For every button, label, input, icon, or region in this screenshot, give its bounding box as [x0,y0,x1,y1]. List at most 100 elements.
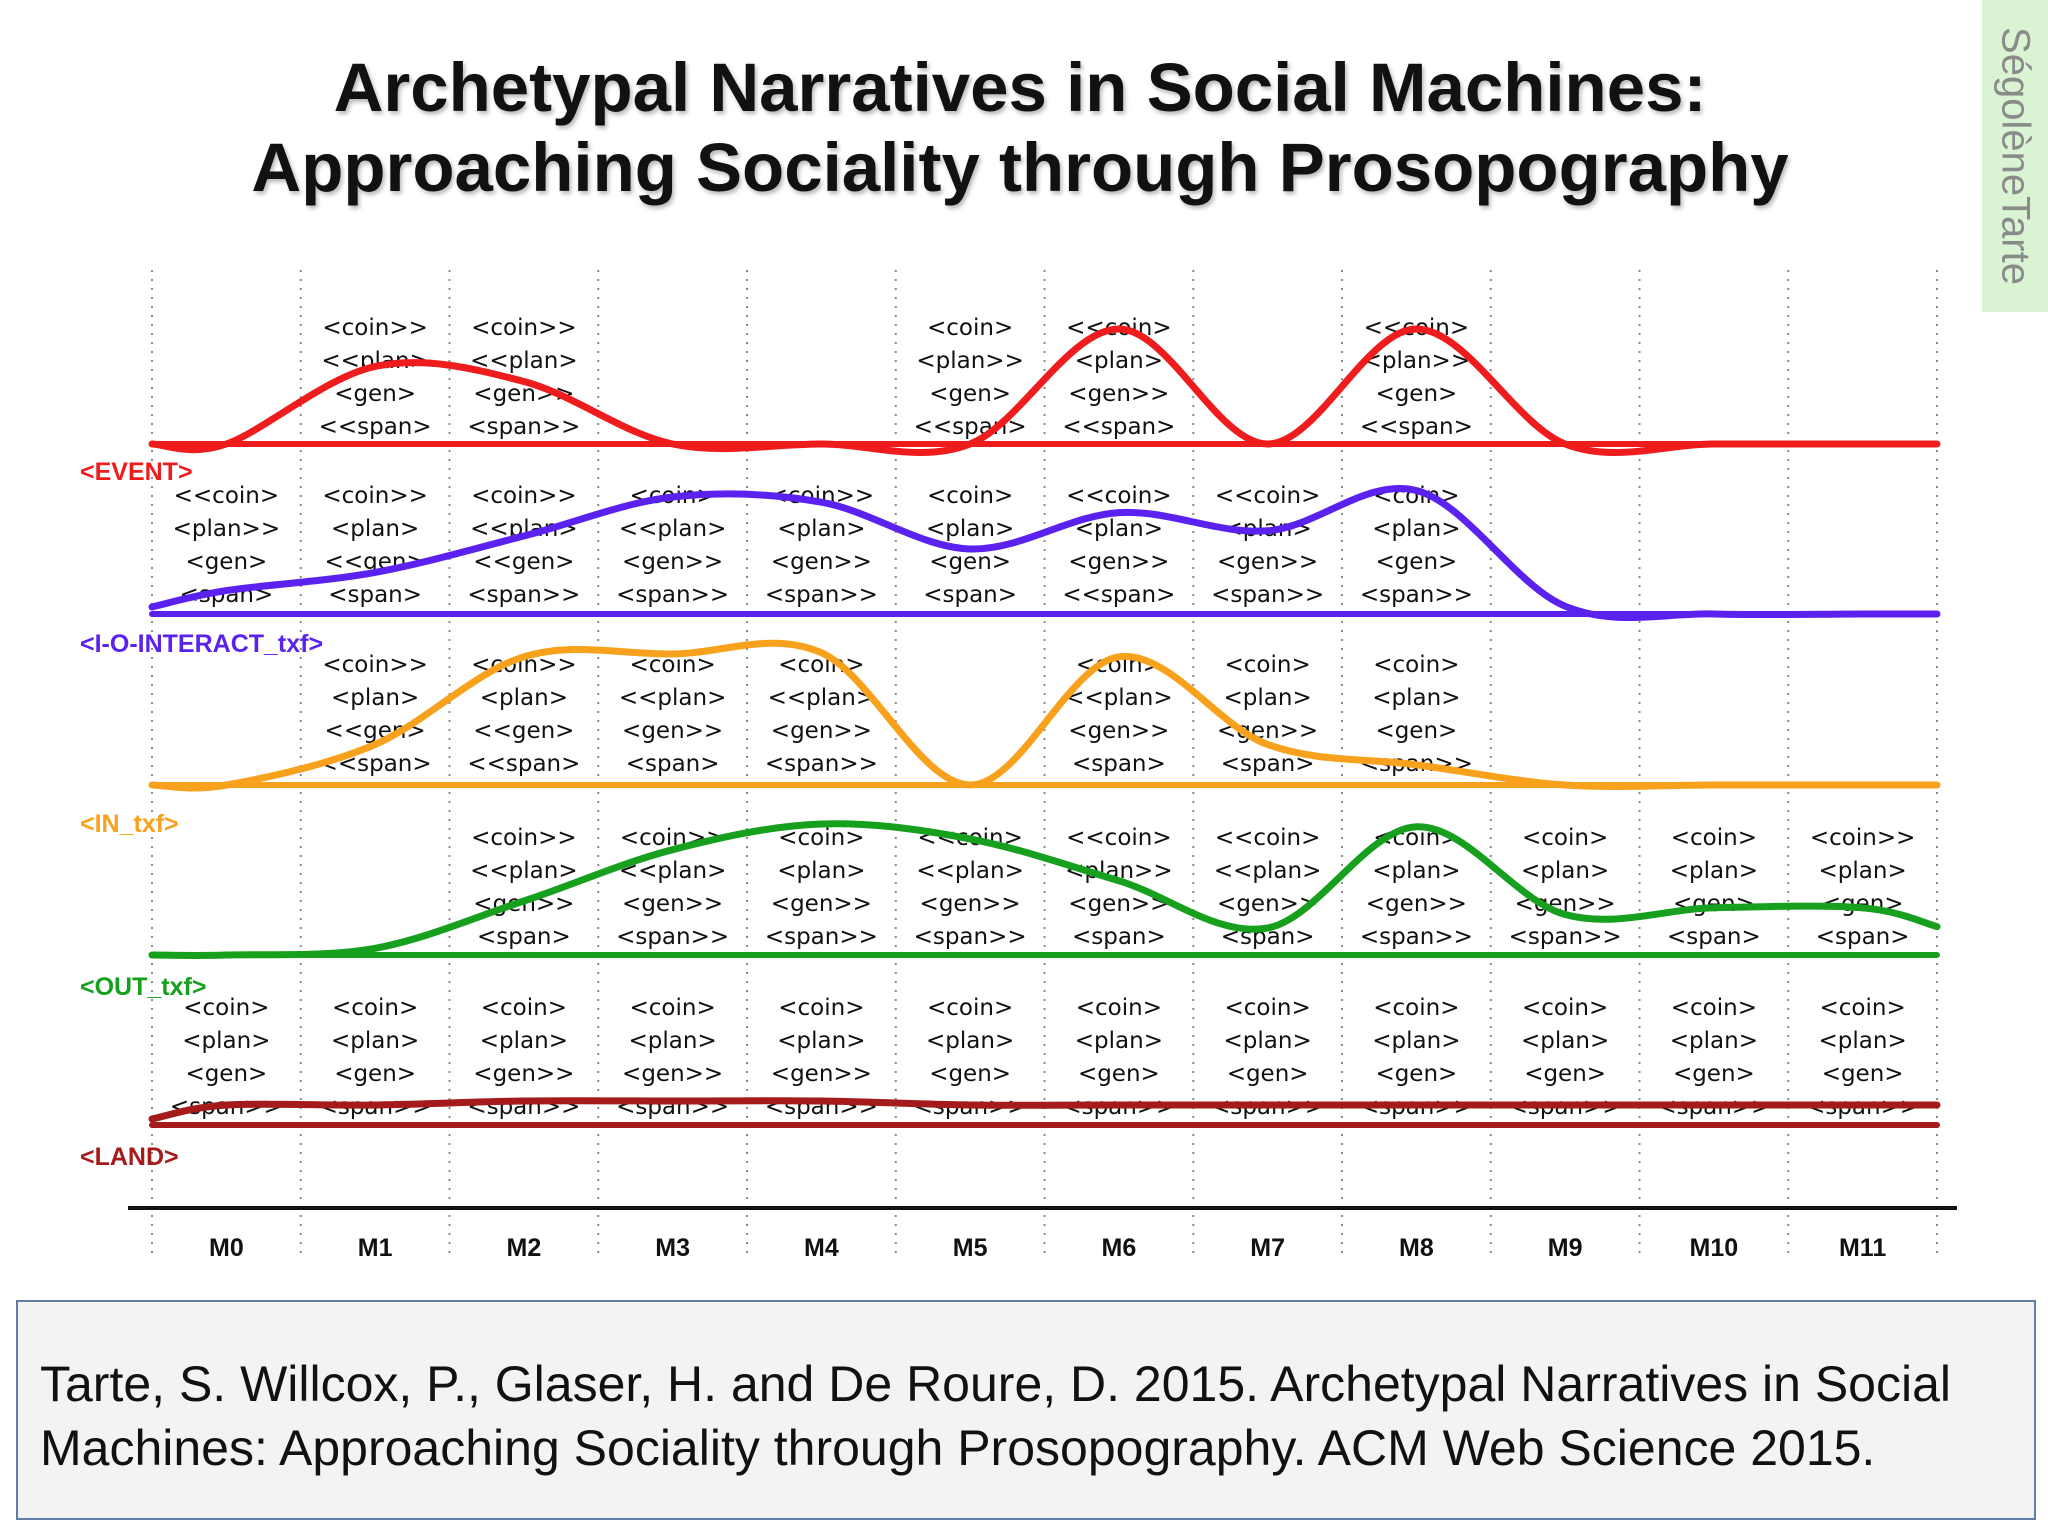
note-i-o-interact-txf-m0: <<coin> [174,483,280,509]
note-land-m8: <plan> [1372,1028,1460,1054]
note-land-m0: <gen> [185,1061,267,1087]
series-label-out-txf: <OUT_txf> [80,973,206,1001]
note-i-o-interact-txf-m2: <span>> [467,582,580,608]
author-tab: SégolèneTarte [1982,0,2048,312]
note-land-m7: <gen> [1227,1061,1309,1087]
series-line-event [148,325,1941,456]
note-land-m6: <plan> [1075,1028,1163,1054]
note-land-m4: <coin> [778,995,864,1021]
note-event-m2: <coin>> [471,315,577,341]
note-event-m5: <plan>> [916,348,1023,374]
note-event-m1: <gen> [334,381,416,407]
note-land-m6: <coin> [1076,995,1162,1021]
note-in-txf-m7: <coin> [1225,652,1311,678]
note-out-txf-m8: <plan> [1372,858,1460,884]
note-land-m11: <plan> [1819,1028,1907,1054]
note-in-txf-m4: <gen>> [771,718,872,744]
note-in-txf-m6: <gen>> [1068,718,1169,744]
note-in-txf-m6: <span> [1072,751,1166,777]
note-i-o-interact-txf-m8: <span>> [1360,582,1473,608]
x-tick-label: M7 [1250,1234,1285,1262]
note-i-o-interact-txf-m1: <plan> [331,516,419,542]
title-line-1: Archetypal Narratives in Social Machines… [333,49,1707,126]
note-land-m11: <coin> [1820,995,1906,1021]
note-land-m7: <plan> [1224,1028,1312,1054]
series-line-land [148,1097,1941,1123]
note-out-txf-m7: <<plan> [1214,858,1321,884]
note-in-txf-m1: <<span> [319,751,432,777]
series-label-i-o-interact-txf: <I-O-INTERACT_txf> [80,630,323,658]
slide-title: Archetypal Narratives in Social Machines… [130,48,1910,208]
note-event-m5: <gen> [929,381,1011,407]
note-out-txf-m8: <gen>> [1366,891,1467,917]
note-in-txf-m8: <gen> [1375,718,1457,744]
note-in-txf-m8: <plan> [1372,685,1460,711]
series-line-i-o-interact-txf [148,485,1941,621]
note-out-txf-m6: <<coin> [1066,825,1172,851]
note-event-m1: <coin>> [322,315,428,341]
note-land-m8: <coin> [1373,995,1459,1021]
note-out-txf-m10: <plan> [1670,858,1758,884]
note-event-m8: <<span> [1360,414,1473,440]
note-out-txf-m2: <coin>> [471,825,577,851]
note-land-m4: <plan> [777,1028,865,1054]
note-out-txf-m8: <span>> [1360,924,1473,950]
note-land-m8: <gen> [1375,1061,1457,1087]
note-out-txf-m4: <gen>> [771,891,872,917]
note-i-o-interact-txf-m0: <gen> [185,549,267,575]
note-event-m6: <gen>> [1068,381,1169,407]
note-out-txf-m10: <coin> [1671,825,1757,851]
note-land-m0: <plan> [182,1028,270,1054]
note-out-txf-m4: <plan> [777,858,865,884]
note-out-txf-m7: <<coin> [1215,825,1321,851]
note-out-txf-m10: <span> [1667,924,1761,950]
note-i-o-interact-txf-m7: <<coin> [1215,483,1321,509]
citation-line-1: Tarte, S. Willcox, P., Glaser, H. and De… [40,1356,1952,1412]
series-line-in-txf [148,639,1941,792]
note-in-txf-m4: <<plan> [768,685,875,711]
note-out-txf-m3: <gen>> [622,891,723,917]
note-i-o-interact-txf-m2: <coin>> [471,483,577,509]
note-land-m2: <plan> [480,1028,568,1054]
note-i-o-interact-txf-m3: <<plan> [619,516,726,542]
note-in-txf-m4: <span>> [765,751,878,777]
prosopography-chart: M0 M1 M2 M3 M4 M5 M6 M7 M8 M9 M10 M11 <coin>> <<plan>… [80,270,1957,1262]
note-event-m6: <<span> [1062,414,1175,440]
x-tick-label: M8 [1399,1234,1434,1262]
note-event-m8: <gen> [1375,381,1457,407]
note-i-o-interact-txf-m3: <span>> [616,582,729,608]
note-i-o-interact-txf-m6: <gen>> [1068,549,1169,575]
citation-box: Tarte, S. Willcox, P., Glaser, H. and De… [16,1300,2036,1520]
note-i-o-interact-txf-m0: <plan>> [173,516,280,542]
note-out-txf-m5: <gen>> [920,891,1021,917]
note-i-o-interact-txf-m7: <span>> [1211,582,1324,608]
note-in-txf-m2: <plan> [480,685,568,711]
note-i-o-interact-txf-m2: <<gen> [473,549,574,575]
x-tick-label: M1 [358,1234,393,1262]
note-i-o-interact-txf-m6: <<span> [1062,582,1175,608]
x-tick-label: M2 [507,1234,542,1262]
note-land-m10: <gen> [1673,1061,1755,1087]
note-in-txf-m6: <<plan> [1065,685,1172,711]
note-i-o-interact-txf-m5: <span> [923,582,1017,608]
note-out-txf-m9: <span>> [1509,924,1622,950]
note-i-o-interact-txf-m5: <plan> [926,516,1014,542]
note-land-m10: <plan> [1670,1028,1758,1054]
citation-text: Tarte, S. Willcox, P., Glaser, H. and De… [40,1352,2030,1480]
note-land-m3: <plan> [629,1028,717,1054]
note-land-m11: <gen> [1822,1061,1904,1087]
note-in-txf-m2: <<gen> [473,718,574,744]
note-land-m7: <coin> [1225,995,1311,1021]
note-in-txf-m3: <gen>> [622,718,723,744]
note-out-txf-m11: <span> [1816,924,1910,950]
note-i-o-interact-txf-m5: <coin> [927,483,1013,509]
note-out-txf-m11: <plan> [1819,858,1907,884]
note-land-m5: <coin> [927,995,1013,1021]
note-i-o-interact-txf-m8: <gen> [1375,549,1457,575]
note-land-m5: <plan> [926,1028,1014,1054]
x-tick-label: M10 [1690,1234,1739,1262]
note-out-txf-m2: <span> [477,924,571,950]
note-out-txf-m9: <plan> [1521,858,1609,884]
x-tick-label: M9 [1548,1234,1583,1262]
note-event-m8: <plan>> [1363,348,1470,374]
